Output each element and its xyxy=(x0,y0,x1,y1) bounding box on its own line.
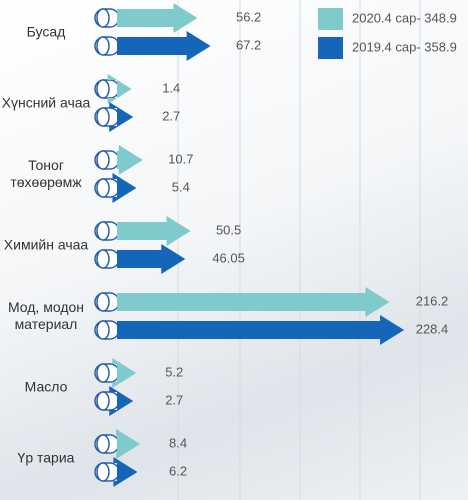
value-label: 2.7 xyxy=(165,392,183,407)
arrow-bar xyxy=(117,31,211,61)
category-label: Бусад xyxy=(0,24,92,41)
arrow-bar xyxy=(117,244,185,274)
tube-end xyxy=(97,222,109,240)
value-label: 56.2 xyxy=(236,9,261,24)
arrow-bar xyxy=(117,287,389,317)
value-label: 2.7 xyxy=(162,108,180,123)
tube-end xyxy=(97,108,109,126)
infographic: 56.2 67.2 1.4 2.7 10.7 5.4 50.5 46.05 216.2 228.4… xyxy=(0,0,468,500)
category-label: Хүнсний ачаа xyxy=(0,95,92,112)
category-label: Масло xyxy=(0,379,92,396)
value-label: 6.2 xyxy=(169,463,187,478)
tube-end xyxy=(97,9,109,27)
legend-swatch xyxy=(318,8,343,30)
tube-end xyxy=(97,435,109,453)
arrow-bar xyxy=(117,216,191,246)
arrow-bar xyxy=(117,3,197,33)
arrow-bar xyxy=(113,457,137,487)
arrow-bar xyxy=(117,315,404,345)
value-label: 5.4 xyxy=(172,179,190,194)
tube-end xyxy=(97,80,109,98)
tube-end xyxy=(97,392,109,410)
value-label: 5.2 xyxy=(165,364,183,379)
legend-swatch xyxy=(318,37,343,59)
arrow-bar xyxy=(117,145,143,175)
tube-end xyxy=(97,321,109,339)
value-label: 216.2 xyxy=(416,293,449,308)
category-label: Үр тариа xyxy=(0,450,92,467)
value-label: 228.4 xyxy=(416,321,449,336)
tube-end xyxy=(97,37,109,55)
legend-item: 2020.4 сар- 348.9 xyxy=(318,8,457,30)
tube-end xyxy=(97,364,109,382)
value-label: 10.7 xyxy=(168,151,193,166)
value-label: 50.5 xyxy=(216,222,241,237)
tube-end xyxy=(97,179,109,197)
legend-label: 2020.4 сар- 348.9 xyxy=(352,10,457,25)
legend-label: 2019.4 сар- 358.9 xyxy=(352,39,457,54)
tube-end xyxy=(97,250,109,268)
value-label: 46.05 xyxy=(212,250,245,265)
legend-item: 2019.4 сар- 358.9 xyxy=(318,37,457,59)
value-label: 8.4 xyxy=(169,435,187,450)
value-label: 67.2 xyxy=(236,37,261,52)
arrow-bar xyxy=(116,429,140,459)
tube-end xyxy=(97,293,109,311)
category-label: Химийн ачаа xyxy=(0,237,92,254)
tube-end xyxy=(97,151,109,169)
value-label: 1.4 xyxy=(162,80,180,95)
tube-end xyxy=(97,463,109,481)
category-label: Тоног төхөөрөмж xyxy=(0,157,92,191)
category-label: Мод, модон материал xyxy=(0,299,92,333)
